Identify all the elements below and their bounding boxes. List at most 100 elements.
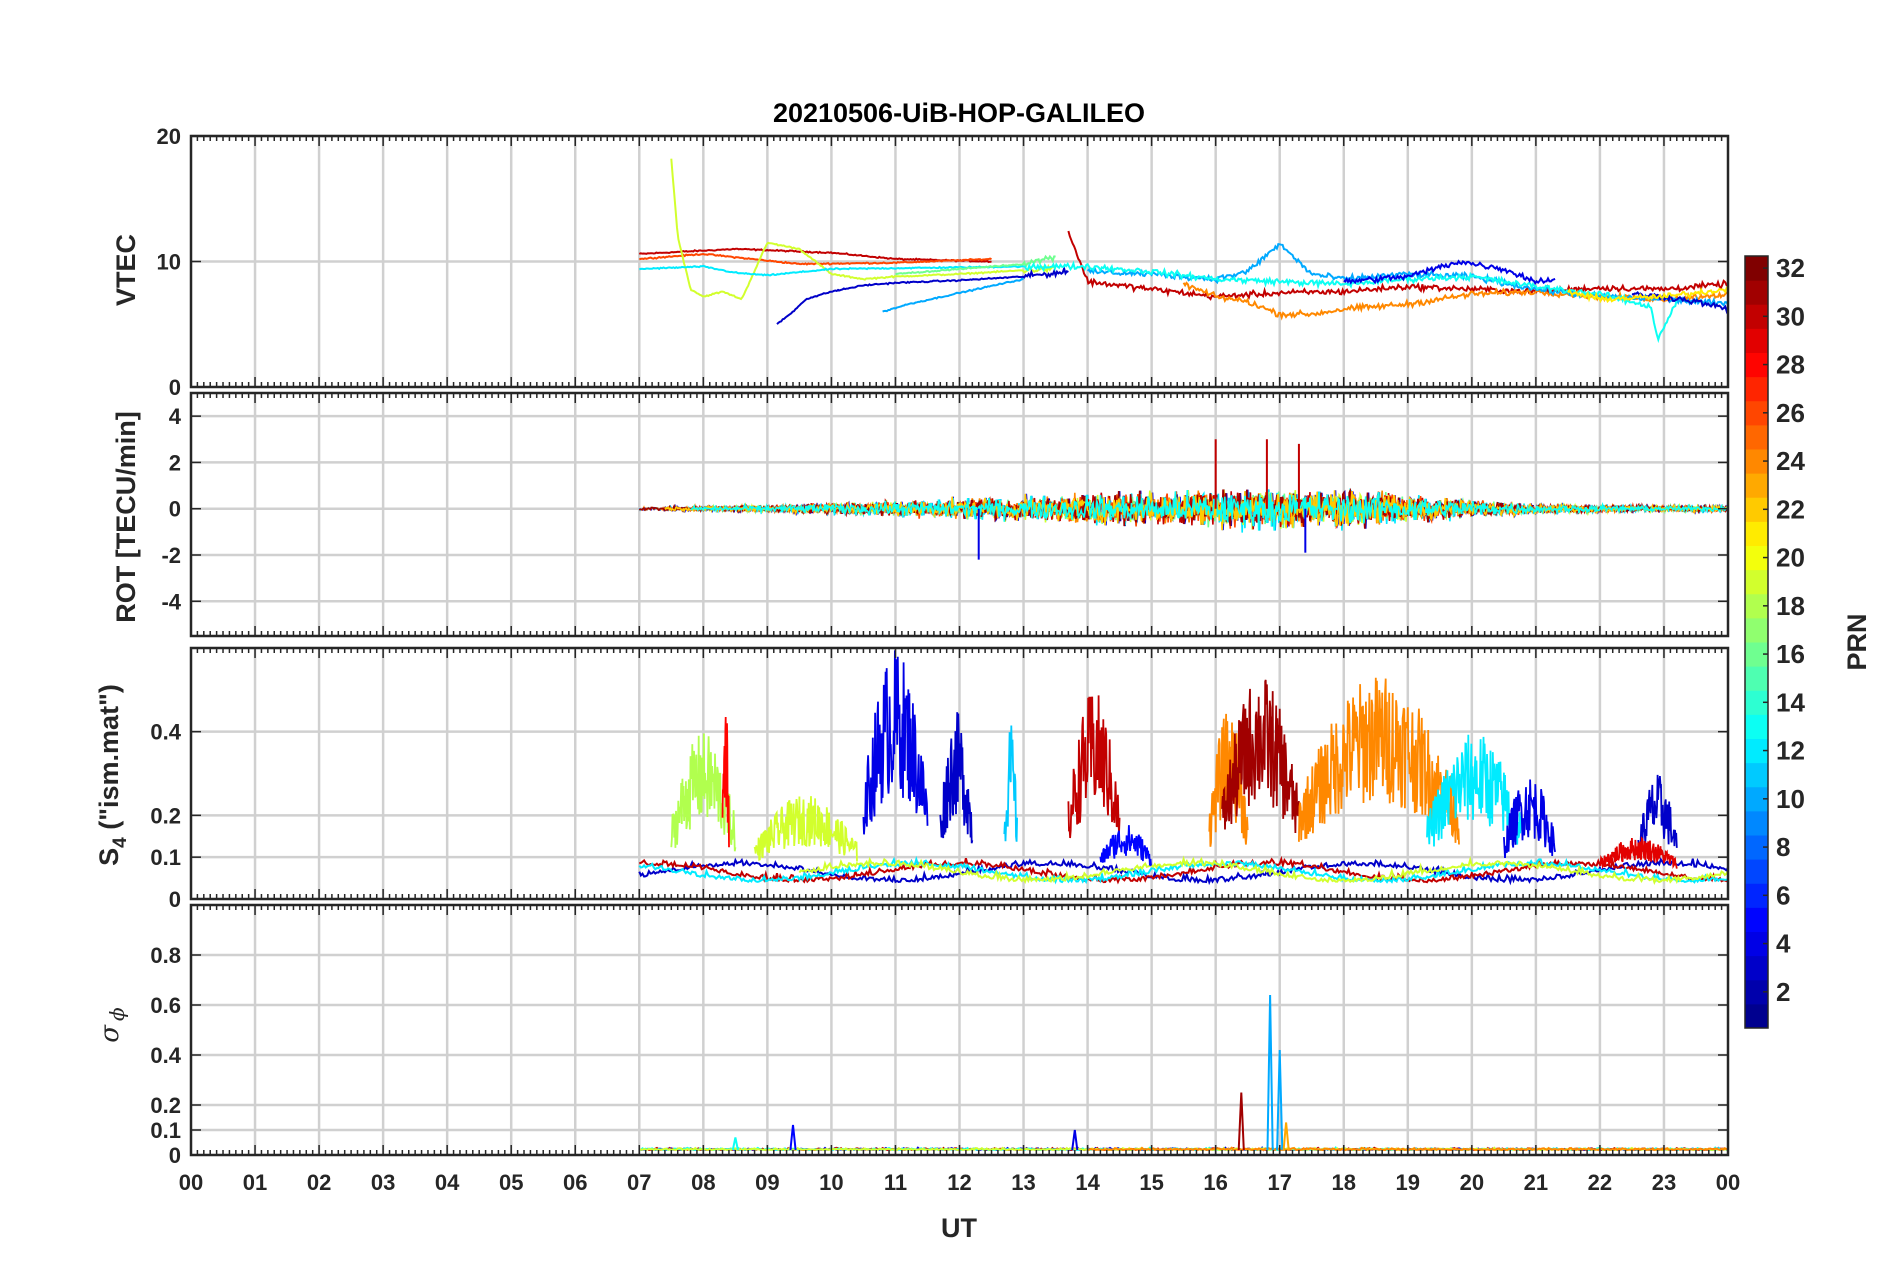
grid (191, 648, 1728, 899)
x-tick-label: 01 (243, 1170, 267, 1195)
y-tick-label: 0 (169, 1143, 181, 1168)
x-tick-label: 00 (1716, 1170, 1740, 1195)
vtec-series-prn-10 (882, 277, 1025, 313)
colorbar-swatch (1745, 979, 1768, 1005)
panel-vtec: 0 10 20 VTEC (111, 124, 1730, 400)
colorbar-swatch (1745, 786, 1768, 812)
colorbar-swatch (1745, 835, 1768, 860)
minor-ticks (190, 393, 1729, 636)
s4-burst-prn-19 (753, 796, 858, 862)
colorbar-swatch (1745, 280, 1768, 305)
series-group (638, 158, 1728, 344)
vtec-series-prn-4 (1343, 259, 1556, 285)
colorbar-swatch (1745, 473, 1768, 498)
colorbar-swatch (1745, 400, 1768, 426)
colorbar-swatch (1745, 1003, 1768, 1029)
x-tick-label: 05 (499, 1170, 523, 1195)
vtec-series-prn-26 (639, 252, 992, 266)
colorbar-tick-label: 30 (1776, 301, 1805, 331)
colorbar-swatch (1745, 714, 1768, 739)
chart-title: 20210506-UiB-HOP-GALILEO (773, 98, 1145, 128)
series-group (638, 650, 1728, 886)
y-tick-label: 0 (169, 375, 181, 400)
s4-burst-prn-12 (1426, 734, 1524, 847)
y-axis-label: VTEC (111, 234, 141, 306)
x-tick-label: 04 (435, 1170, 460, 1195)
sigma-peak-prn-23 (1282, 1122, 1290, 1151)
x-tick-label: 23 (1652, 1170, 1676, 1195)
x-tick-label: 03 (371, 1170, 395, 1195)
s4-burst-prn-24 (1298, 677, 1460, 845)
colorbar-swatch (1745, 521, 1768, 546)
vtec-series-prn-30 (638, 247, 992, 264)
colorbar-swatch (1745, 666, 1768, 691)
series-group (638, 439, 1728, 560)
colorbar-swatch (1745, 931, 1768, 957)
x-tick-label: 09 (755, 1170, 779, 1195)
y-tick-label: 0 (169, 887, 181, 912)
s4-baseline-prn-12 (638, 855, 1728, 885)
colorbar-tick-label: 22 (1776, 494, 1805, 524)
colorbar-tick-label: 18 (1776, 591, 1805, 621)
s4-burst-prn-18 (670, 733, 737, 852)
s4-burst-prn-3 (939, 712, 974, 844)
x-tick-label: 16 (1203, 1170, 1227, 1195)
y-tick-label: 0.1 (150, 1118, 181, 1143)
colorbar-swatch (1745, 883, 1768, 908)
vtec-series-prn-19 (670, 158, 1056, 301)
colorbar-swatch (1745, 593, 1768, 619)
y-axis-label: ROT [TECU/min] (111, 411, 141, 622)
x-tick-label: 22 (1588, 1170, 1612, 1195)
sigma-peak-prn-13 (731, 1137, 739, 1151)
y-tick-label: 0.2 (150, 803, 181, 828)
colorbar-swatch (1745, 569, 1768, 595)
colorbar-swatch (1745, 328, 1768, 353)
vtec-series-prn-16 (895, 254, 1056, 276)
colorbar-label: PRN (1842, 613, 1872, 670)
y-tick-label: 2 (169, 450, 181, 475)
colorbar-tick-label: 14 (1776, 687, 1805, 717)
colorbar-tick-label: 24 (1776, 446, 1805, 476)
x-tick-label: 07 (627, 1170, 651, 1195)
y-tick-label: 0.8 (150, 943, 181, 968)
y-axis-label: S4 ("ism.mat") (94, 684, 131, 866)
colorbar-tick-label: 6 (1776, 880, 1790, 910)
x-tick-label: 08 (691, 1170, 715, 1195)
sigma-peak-prn-5 (789, 1124, 797, 1151)
colorbar-tick-label: 4 (1776, 929, 1791, 959)
s4-burst-prn-5 (1099, 825, 1153, 867)
x-tick-label: 19 (1396, 1170, 1420, 1195)
y-tick-label: 0.4 (150, 720, 181, 745)
x-tick-label: 18 (1332, 1170, 1356, 1195)
vtec-series-prn-3 (776, 265, 1069, 325)
colorbar-tick-label: 16 (1776, 639, 1805, 669)
x-tick-label: 20 (1460, 1170, 1484, 1195)
sigma-peak-prn-31 (1237, 1092, 1245, 1151)
colorbar-swatch (1745, 762, 1768, 788)
y-tick-label: 20 (157, 124, 181, 149)
s4-burst-prn-31 (1221, 679, 1300, 834)
sigma-peak-prn-10 (1266, 994, 1274, 1151)
x-tick-label: 21 (1524, 1170, 1548, 1195)
colorbar-swatch (1745, 304, 1768, 329)
y-tick-label: -2 (161, 543, 181, 568)
colorbar-frame (1744, 255, 1769, 1029)
colorbar-swatch (1745, 955, 1768, 981)
colorbar-swatch (1745, 449, 1768, 474)
x-axis-label: UT (941, 1213, 977, 1243)
s4-burst-prn-3 (1637, 774, 1678, 854)
y-tick-label: 0 (169, 497, 181, 522)
vtec-series-prn-24 (1182, 281, 1728, 321)
x-tick-label: 11 (884, 1170, 907, 1195)
y-tick-label: 10 (157, 250, 181, 275)
y-axis-label: σϕ (95, 1007, 129, 1043)
vtec-series-prn-12 (639, 264, 1024, 277)
colorbar-swatch (1745, 738, 1768, 764)
x-tick-label: 02 (307, 1170, 331, 1195)
vtec-series-prn-21 (1567, 286, 1728, 304)
s4-burst-prn-11 (1003, 725, 1018, 842)
x-tick-label: 14 (1075, 1170, 1100, 1195)
panel-rot: -4 -2 0 2 4 ROT [TECU/min] (111, 391, 1730, 638)
